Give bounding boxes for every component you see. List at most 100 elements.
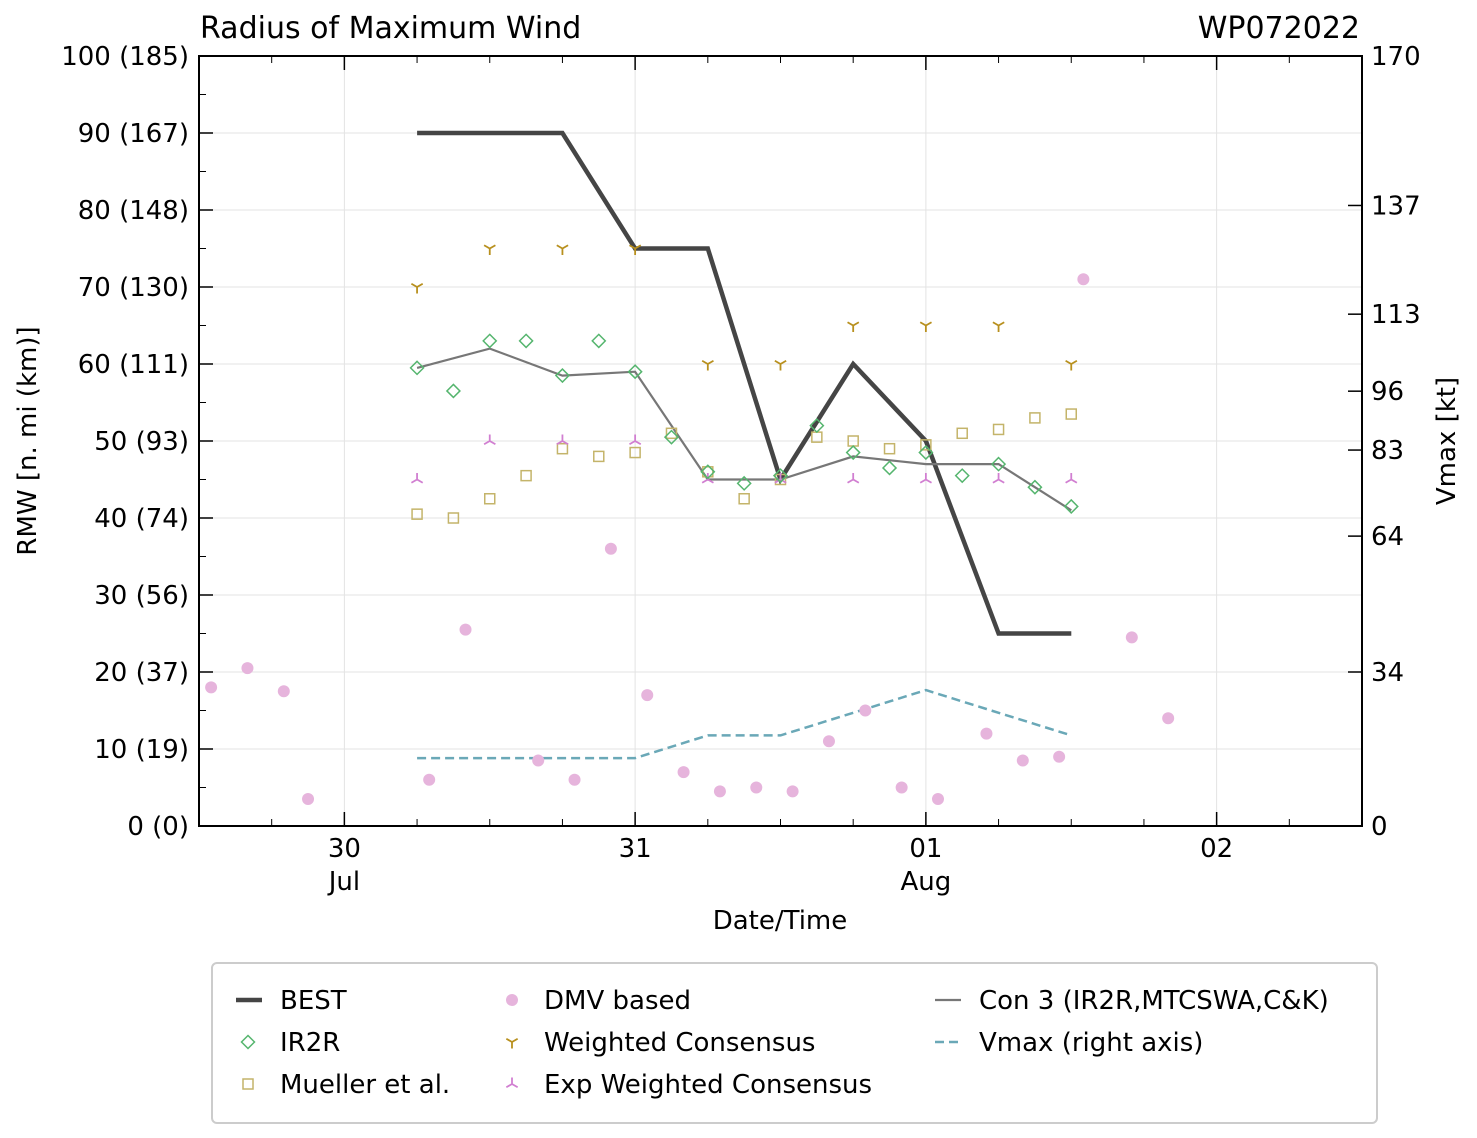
legend-con-3-ir2r-mtcswa-c-k-label: Con 3 (IR2R,MTCSWA,C&K) bbox=[979, 986, 1329, 1016]
con-3-ir2r-mtcswa-c-k-line bbox=[416, 347, 1072, 512]
legend-best-label: BEST bbox=[280, 986, 347, 1016]
weighted-consensus-point bbox=[629, 244, 642, 255]
ir2r-point bbox=[482, 333, 498, 349]
y-tick-label: 100 (185) bbox=[61, 42, 189, 72]
ir2r-point bbox=[518, 333, 534, 349]
y2-tick-label: 83 bbox=[1371, 436, 1404, 466]
legend-exp-weighted-consensus-label: Exp Weighted Consensus bbox=[544, 1070, 872, 1100]
ir2r-point bbox=[627, 364, 643, 380]
y2-axis-label: Vmax [kt] bbox=[1432, 377, 1462, 505]
dmv-based-point bbox=[677, 766, 690, 779]
ir2r-point bbox=[845, 444, 861, 461]
storm-id: WP072022 bbox=[1198, 11, 1360, 46]
mueller-et-al-point bbox=[556, 442, 569, 455]
exp-weighted-consensus-point bbox=[1065, 473, 1078, 484]
y-tick-label: 60 (111) bbox=[78, 350, 189, 380]
x-tick-day: 31 bbox=[619, 834, 652, 864]
ir2r-point bbox=[591, 333, 607, 349]
exp-weighted-consensus-point bbox=[919, 473, 932, 484]
legend-dmv-based-swatch bbox=[506, 994, 518, 1006]
legend-ir2r-swatch bbox=[240, 1034, 256, 1050]
legend-ir2r-label: IR2R bbox=[280, 1028, 340, 1058]
mueller-et-al-point bbox=[956, 427, 968, 440]
vmax-right-axis-line bbox=[417, 688, 1072, 760]
dmv-based-point bbox=[277, 685, 290, 698]
legend-mueller-et-al-swatch bbox=[242, 1078, 254, 1090]
mueller-et-al-point bbox=[992, 423, 1005, 436]
grid bbox=[199, 56, 1362, 826]
x-tick-day: 30 bbox=[328, 834, 361, 864]
dmv-based-point bbox=[423, 773, 436, 786]
weighted-consensus-point bbox=[992, 321, 1005, 332]
dmv-based-point bbox=[1016, 754, 1029, 767]
y-tick-label: 20 (37) bbox=[94, 658, 189, 688]
mueller-et-al-point bbox=[920, 439, 932, 451]
legend-box bbox=[211, 962, 1378, 1124]
weighted-consensus-point bbox=[483, 244, 496, 255]
y2-tick-label: 170 bbox=[1371, 42, 1421, 72]
x-tick-day: 02 bbox=[1200, 834, 1233, 864]
series-layer bbox=[205, 130, 1175, 806]
exp-weighted-consensus-point bbox=[410, 473, 424, 484]
legend-vmax-right-axis-label: Vmax (right axis) bbox=[979, 1028, 1203, 1058]
ir2r-point bbox=[881, 460, 898, 476]
dmv-based-point bbox=[1162, 712, 1175, 725]
dmv-based-point bbox=[786, 785, 799, 798]
mueller-et-al-point bbox=[665, 427, 678, 440]
weighted-consensus-point bbox=[919, 321, 932, 332]
dmv-based-point bbox=[604, 542, 617, 555]
y2-tick-label: 96 bbox=[1371, 377, 1404, 407]
dmv-based-point bbox=[713, 785, 726, 798]
weighted-consensus-point bbox=[701, 359, 714, 371]
weighted-consensus-point bbox=[410, 282, 424, 294]
axes: 0 (0) 10 (19) 20 (37) 30 (56) 40 (74) 50 (93)… bbox=[61, 42, 1420, 897]
legend-weighted-consensus-swatch bbox=[505, 1037, 519, 1049]
ir2r-point bbox=[918, 444, 934, 461]
y-axis-label: RMW [n. mi (km)] bbox=[13, 326, 43, 555]
mueller-et-al-point bbox=[447, 512, 460, 524]
x-tick-month: Jul bbox=[327, 867, 360, 897]
dmv-based-point bbox=[859, 704, 872, 717]
mueller-et-al-point bbox=[593, 450, 605, 463]
weighted-consensus-point bbox=[774, 359, 787, 371]
ir2r-point bbox=[772, 468, 789, 484]
ir2r-point bbox=[1063, 498, 1079, 515]
best-line bbox=[417, 130, 1072, 636]
legend-exp-weighted-consensus-swatch bbox=[505, 1077, 519, 1089]
ir2r-point bbox=[991, 456, 1007, 472]
mueller-et-al-point bbox=[738, 493, 750, 505]
weighted-consensus-point bbox=[847, 321, 860, 332]
y-tick-label: 50 (93) bbox=[94, 427, 189, 457]
dmv-based-point bbox=[241, 662, 254, 675]
ir2r-point bbox=[700, 464, 716, 480]
exp-weighted-consensus-point bbox=[483, 434, 496, 446]
ir2r-point bbox=[554, 367, 570, 384]
exp-weighted-consensus-point bbox=[629, 434, 642, 446]
mueller-et-al-point bbox=[1029, 412, 1041, 424]
dmv-outlier-point bbox=[1077, 273, 1090, 286]
ir2r-point bbox=[736, 475, 752, 491]
ir2r-point bbox=[445, 383, 461, 399]
exp-weighted-consensus-point bbox=[774, 473, 787, 484]
mueller-et-al-point bbox=[484, 493, 496, 505]
legend-mueller-et-al-label: Mueller et al. bbox=[280, 1070, 450, 1100]
y-tick-label: 80 (148) bbox=[78, 196, 189, 226]
ir2r-point bbox=[809, 418, 825, 434]
dmv-based-point bbox=[641, 689, 654, 702]
dmv-based-point bbox=[205, 681, 218, 694]
y-tick-label: 40 (74) bbox=[94, 504, 189, 534]
exp-weighted-consensus-point bbox=[992, 473, 1005, 484]
y2-tick-label: 64 bbox=[1371, 522, 1404, 552]
legend: BEST IR2R Mueller et al. DMV based Weighted … bbox=[236, 986, 1329, 1100]
dmv-based-point bbox=[750, 781, 763, 794]
y-tick-label: 70 (130) bbox=[78, 273, 189, 303]
exp-weighted-consensus-point bbox=[847, 473, 860, 484]
dmv-based-point bbox=[980, 727, 993, 740]
dmv-based-point bbox=[302, 793, 315, 806]
legend-weighted-consensus-label: Weighted Consensus bbox=[544, 1028, 815, 1058]
x-tick-month: Aug bbox=[900, 867, 951, 897]
dmv-based-point bbox=[459, 623, 472, 636]
mueller-et-al-point bbox=[883, 442, 896, 455]
dmv-based-point bbox=[895, 781, 908, 794]
weighted-consensus-point bbox=[1065, 359, 1078, 371]
